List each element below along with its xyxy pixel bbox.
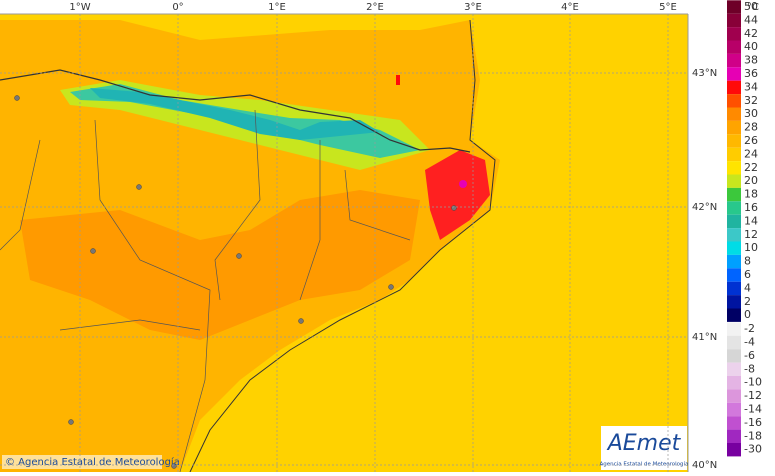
legend-swatch — [727, 362, 741, 376]
legend-label: 36 — [744, 67, 758, 80]
legend-label: 18 — [744, 188, 758, 201]
legend-label: 22 — [744, 161, 758, 174]
legend-swatch — [727, 443, 741, 457]
legend-label: 26 — [744, 134, 758, 147]
legend-label: 28 — [744, 121, 758, 134]
legend-label: -30 — [744, 443, 762, 456]
legend-swatch — [727, 429, 741, 443]
longitude-label: 2°E — [366, 2, 384, 13]
longitude-label: 1°E — [268, 2, 286, 13]
legend-label: 50 — [744, 0, 758, 13]
legend-swatch — [727, 268, 741, 282]
legend-unit: °C — [747, 2, 759, 13]
legend-label: -14 — [744, 403, 762, 416]
logo-subtitle: Agencia Estatal de Meteorología — [600, 461, 689, 468]
legend-label: 6 — [744, 268, 751, 281]
legend-swatch — [727, 40, 741, 54]
legend-swatch — [727, 53, 741, 68]
legend-label: -8 — [744, 362, 755, 375]
latitude-label: 41°N — [692, 332, 717, 343]
legend-label: 8 — [744, 255, 751, 268]
longitude-label: 3°E — [464, 2, 482, 13]
legend-label: 10 — [744, 241, 758, 254]
credit-bg — [2, 455, 162, 469]
legend-swatch — [727, 295, 741, 309]
longitude-label: 0° — [172, 2, 183, 13]
legend-swatch — [727, 161, 741, 175]
legend-swatch — [727, 134, 741, 148]
legend-swatch — [727, 402, 741, 417]
credit: © Agencia Estatal de Meteorología — [5, 456, 180, 468]
legend-swatch — [727, 67, 741, 81]
legend-label: -10 — [744, 376, 762, 389]
legend-swatch — [727, 308, 741, 322]
legend-label: 44 — [744, 13, 758, 26]
legend-label: -12 — [744, 389, 762, 402]
legend-swatch — [727, 281, 741, 296]
legend-swatch — [727, 147, 741, 162]
legend-swatch — [727, 0, 741, 14]
legend-swatch — [727, 254, 741, 269]
legend-label: -2 — [744, 322, 755, 335]
longitude-label: 4°E — [561, 2, 579, 13]
legend-label: 30 — [744, 107, 758, 120]
logo: AEmet — [606, 431, 682, 456]
longitude-label: 5°E — [659, 2, 677, 13]
legend-swatch — [727, 376, 741, 390]
legend-label: 32 — [744, 94, 758, 107]
legend-swatch — [727, 187, 741, 202]
legend-swatch — [727, 201, 741, 215]
legend-swatch — [727, 322, 741, 336]
legend-swatch — [727, 335, 741, 350]
legend-label: -18 — [744, 429, 762, 442]
temperature-map — [0, 14, 688, 472]
legend-label: 2 — [744, 295, 751, 308]
legend-label: -4 — [744, 336, 755, 349]
legend-label: 14 — [744, 214, 758, 227]
legend-swatch — [727, 416, 741, 430]
legend-label: -16 — [744, 416, 762, 429]
legend-swatch — [727, 107, 741, 121]
legend-label: 20 — [744, 174, 758, 187]
latitude-label: 40°N — [692, 460, 717, 471]
legend-label: 40 — [744, 40, 758, 53]
logo-box — [601, 426, 687, 470]
legend-swatch — [727, 349, 741, 363]
legend-label: 38 — [744, 54, 758, 67]
legend-label: 12 — [744, 228, 758, 241]
legend-swatch — [727, 241, 741, 255]
legend-label: -6 — [744, 349, 755, 362]
legend-swatch — [727, 389, 741, 403]
latitude-label: 43°N — [692, 68, 717, 79]
legend-label: 42 — [744, 27, 758, 40]
legend-swatch — [727, 214, 741, 229]
legend-swatch — [727, 13, 741, 28]
legend-swatch — [727, 174, 741, 188]
legend-label: 16 — [744, 201, 758, 214]
legend-label: 34 — [744, 80, 758, 93]
legend-swatch — [727, 80, 741, 95]
legend-swatch — [727, 94, 741, 108]
legend-swatch — [727, 120, 741, 135]
legend-label: 0 — [744, 308, 751, 321]
legend-label: 4 — [744, 281, 751, 294]
legend-label: 24 — [744, 147, 758, 160]
latitude-label: 42°N — [692, 202, 717, 213]
legend-swatch — [727, 228, 741, 242]
legend-swatch — [727, 27, 741, 41]
longitude-label: 1°W — [69, 2, 90, 13]
